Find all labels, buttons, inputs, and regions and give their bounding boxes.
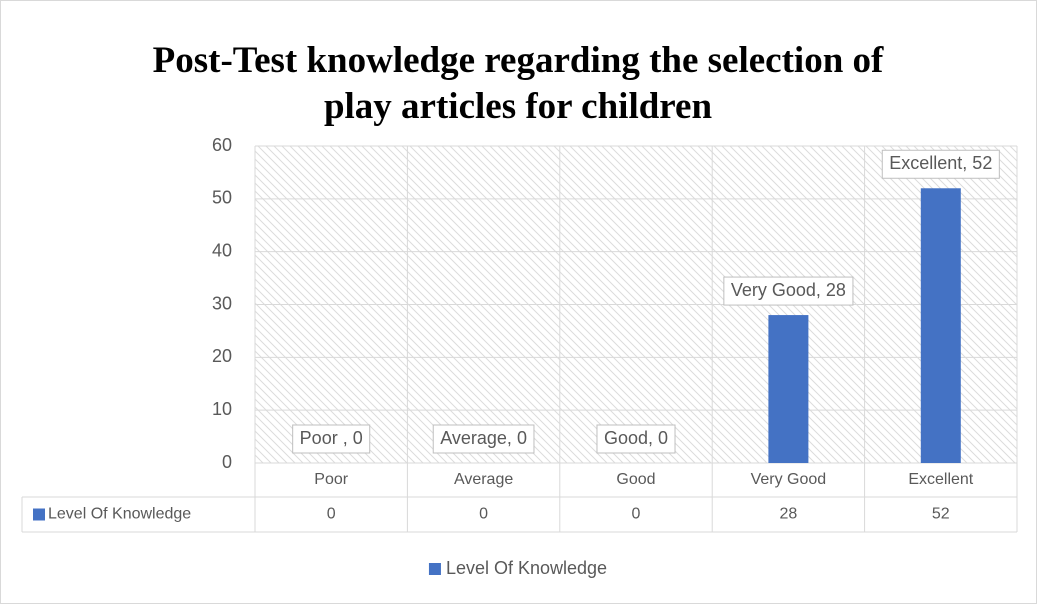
data-label-box (432, 424, 535, 454)
table-legend-key (33, 508, 45, 521)
legend-key (428, 563, 441, 575)
legend-label: Level Of Knowledge (446, 558, 607, 578)
bar (920, 188, 961, 463)
data-label: Very Good, 28 (731, 280, 846, 300)
data-label: Poor , 0 (300, 428, 363, 448)
y-tick-label: 20 (212, 346, 232, 366)
table-value: 28 (780, 506, 798, 523)
y-tick-label: 60 (212, 135, 232, 155)
data-label: Average, 0 (440, 428, 527, 448)
y-tick-label: 10 (212, 399, 232, 419)
y-tick-label: 40 (212, 240, 232, 260)
x-tick-label: Very Good (751, 471, 827, 488)
data-label: Excellent, 52 (889, 153, 992, 173)
chart-title: Post-Test knowledge regarding the select… (152, 40, 884, 127)
x-tick-label: Excellent (908, 471, 973, 488)
table-series-name: Level Of Knowledge (48, 506, 191, 523)
table-value: 0 (327, 506, 336, 523)
table-value: 52 (932, 506, 950, 523)
data-label-box (723, 276, 854, 306)
bar (768, 315, 809, 463)
x-tick-label: Average (454, 471, 513, 488)
y-tick-label: 0 (222, 452, 232, 472)
data-label-box (881, 149, 1000, 179)
table-value: 0 (632, 506, 641, 523)
data-label: Good, 0 (604, 428, 668, 448)
y-tick-label: 30 (212, 293, 232, 313)
y-tick-label: 50 (212, 188, 232, 208)
x-tick-label: Poor (314, 471, 348, 488)
data-label-box (596, 424, 676, 454)
x-tick-label: Good (616, 471, 655, 488)
data-label-box (292, 424, 371, 454)
table-value: 0 (479, 506, 488, 523)
